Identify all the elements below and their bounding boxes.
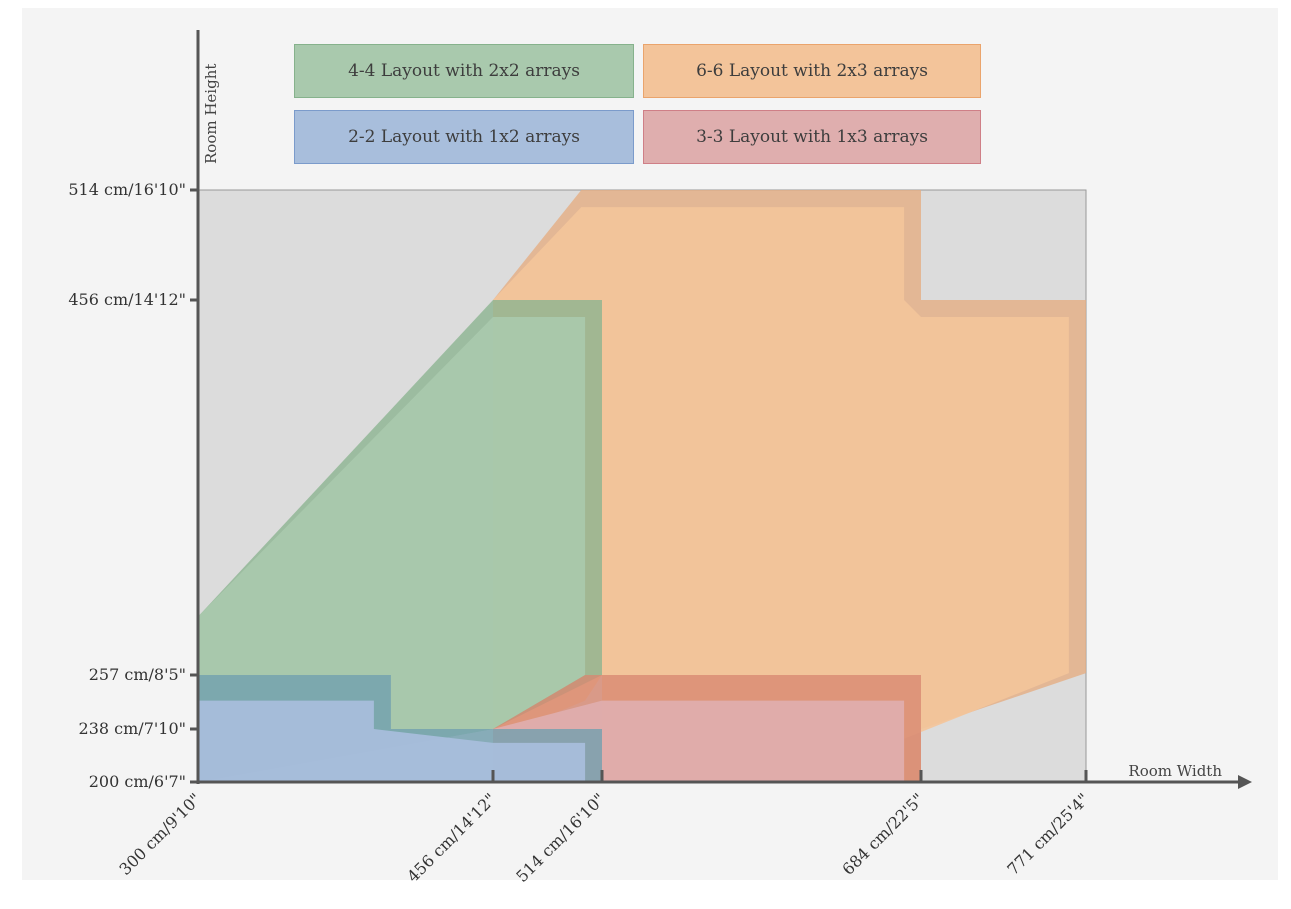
legend-2-2-label: 2-2 Layout with 1x2 arrays — [348, 127, 580, 147]
x-axis-title: Room Width — [1128, 762, 1222, 780]
legend-4-4-label: 4-4 Layout with 2x2 arrays — [348, 61, 580, 81]
layout-region-blue — [198, 675, 602, 782]
legend-6-6-label: 6-6 Layout with 2x3 arrays — [696, 61, 928, 81]
legend-3-3-layout: 3-3 Layout with 1x3 arrays — [643, 110, 981, 164]
legend-2-2-layout: 2-2 Layout with 1x2 arrays — [294, 110, 634, 164]
axes: Room Height Room Width — [196, 30, 1252, 789]
y-axis-title: Room Height — [202, 64, 220, 164]
layout-regions — [198, 190, 1087, 783]
y-tick-200-label: 200 cm/6'7" — [89, 772, 186, 791]
legend-4-4-layout: 4-4 Layout with 2x2 arrays — [294, 44, 634, 98]
y-tick-514-label: 514 cm/16'10" — [68, 180, 186, 199]
legend-3-3-label: 3-3 Layout with 1x3 arrays — [696, 127, 928, 147]
y-tick-238-label: 238 cm/7'10" — [79, 719, 186, 738]
region-green-fill — [198, 317, 586, 782]
x-axis-arrow — [1238, 775, 1252, 789]
region-orange-fill — [300, 207, 1069, 783]
legend-6-6-layout: 6-6 Layout with 2x3 arrays — [643, 44, 981, 98]
y-tick-257-label: 257 cm/8'5" — [89, 665, 186, 684]
layout-region-green — [198, 300, 602, 782]
region-blue-fill — [198, 700, 586, 782]
y-tick-456-label: 456 cm/14'12" — [68, 290, 186, 309]
